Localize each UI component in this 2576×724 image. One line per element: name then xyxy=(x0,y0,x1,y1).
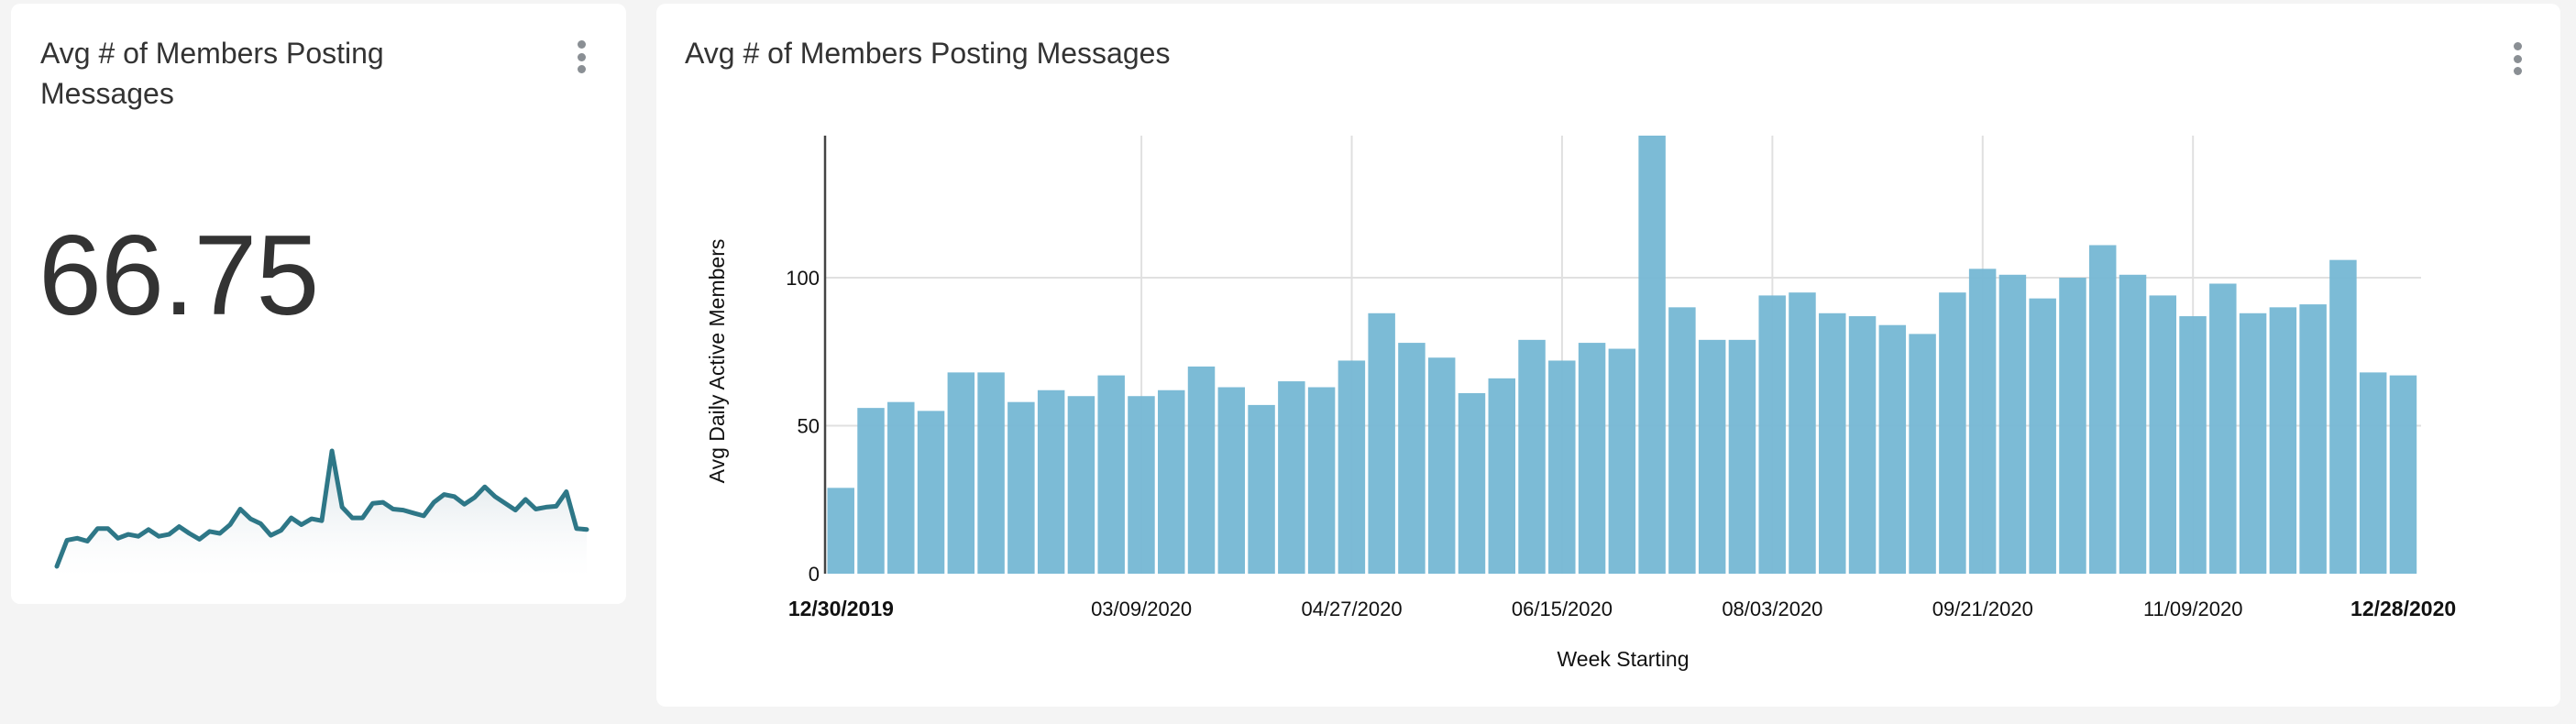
bar[interactable] xyxy=(1728,339,1756,574)
x-tick-label: 08/03/2020 xyxy=(1722,598,1822,620)
bar[interactable] xyxy=(947,372,975,574)
x-tick-label: 06/15/2020 xyxy=(1512,598,1613,620)
bar[interactable] xyxy=(1248,404,1275,574)
bar[interactable] xyxy=(1338,360,1366,574)
chart-card-title: Avg # of Members Posting Messages xyxy=(685,37,1171,70)
bar[interactable] xyxy=(1848,316,1877,574)
kpi-card-title: Avg # of Members Posting Messages xyxy=(40,37,384,110)
bar[interactable] xyxy=(917,411,945,574)
bar[interactable] xyxy=(1097,375,1125,574)
bar[interactable] xyxy=(1548,360,1576,574)
kpi-value: 66.75 xyxy=(39,213,319,339)
kebab-menu-icon[interactable] xyxy=(570,38,592,75)
y-tick-label: 50 xyxy=(798,415,820,438)
kpi-card: Avg # of Members Posting Messages 66.75 xyxy=(11,4,626,604)
bar[interactable] xyxy=(1217,387,1246,574)
bar[interactable] xyxy=(2088,245,2117,575)
bar[interactable] xyxy=(827,488,854,574)
bar-chart: 0 50 100 12/30/2019 03/09/2020 04/27/2020 06/1… xyxy=(705,136,2456,671)
chart-card: Avg # of Members Posting Messages 0 50 100… xyxy=(656,4,2560,707)
bar[interactable] xyxy=(1939,292,1966,574)
bar[interactable] xyxy=(1488,378,1515,574)
bar[interactable] xyxy=(1608,348,1636,574)
bar[interactable] xyxy=(1668,307,1696,574)
bar[interactable] xyxy=(2029,298,2056,574)
bar[interactable] xyxy=(1578,343,1606,574)
bar[interactable] xyxy=(1427,357,1456,574)
bar[interactable] xyxy=(1638,136,1666,574)
bar[interactable] xyxy=(2179,316,2207,574)
bar[interactable] xyxy=(887,401,915,574)
bar[interactable] xyxy=(1518,339,1546,574)
bar[interactable] xyxy=(1878,324,1907,574)
bar[interactable] xyxy=(1758,295,1786,574)
bar[interactable] xyxy=(2059,278,2086,574)
bar[interactable] xyxy=(1037,389,1065,574)
y-tick-label: 100 xyxy=(786,267,820,290)
bar[interactable] xyxy=(2209,283,2237,574)
bar[interactable] xyxy=(977,372,1005,574)
bar[interactable] xyxy=(1458,392,1486,574)
bar[interactable] xyxy=(1128,396,1155,574)
x-tick-label: 12/28/2020 xyxy=(2350,597,2456,620)
bar[interactable] xyxy=(1909,334,1936,574)
kebab-menu-icon[interactable] xyxy=(2506,40,2528,77)
bar[interactable] xyxy=(2299,304,2327,574)
bar[interactable] xyxy=(1067,396,1095,574)
bar[interactable] xyxy=(1698,339,1726,574)
bar[interactable] xyxy=(2149,295,2177,574)
y-tick-label: 0 xyxy=(809,563,820,586)
x-tick-label: 11/09/2020 xyxy=(2143,598,2242,620)
bar[interactable] xyxy=(1307,387,1336,574)
bar[interactable] xyxy=(2329,259,2357,574)
bar[interactable] xyxy=(1368,313,1395,574)
bar[interactable] xyxy=(1968,269,1997,574)
bar[interactable] xyxy=(1819,313,1846,574)
sparkline-area xyxy=(57,451,587,577)
bar[interactable] xyxy=(2359,372,2387,574)
sparkline-chart xyxy=(54,448,589,577)
bars xyxy=(827,136,2417,575)
bar[interactable] xyxy=(1998,274,2027,574)
x-axis-title: Week Starting xyxy=(1557,647,1689,671)
bar[interactable] xyxy=(1398,343,1426,574)
bar[interactable] xyxy=(2239,313,2267,574)
y-axis-title: Avg Daily Active Members xyxy=(705,239,729,484)
bar[interactable] xyxy=(1007,401,1035,574)
x-tick-label: 12/30/2019 xyxy=(788,597,894,620)
bar[interactable] xyxy=(1158,389,1185,574)
bar[interactable] xyxy=(1187,366,1216,574)
bar[interactable] xyxy=(2269,307,2297,574)
bar[interactable] xyxy=(2389,375,2417,574)
x-tick-label: 09/21/2020 xyxy=(1932,598,2033,620)
bar[interactable] xyxy=(857,408,885,574)
sparkline-line xyxy=(54,448,589,569)
x-tick-label: 04/27/2020 xyxy=(1301,598,1402,620)
bar[interactable] xyxy=(1789,292,1816,574)
bar[interactable] xyxy=(2119,274,2147,574)
bar[interactable] xyxy=(1278,381,1305,574)
x-tick-label: 03/09/2020 xyxy=(1091,598,1192,620)
